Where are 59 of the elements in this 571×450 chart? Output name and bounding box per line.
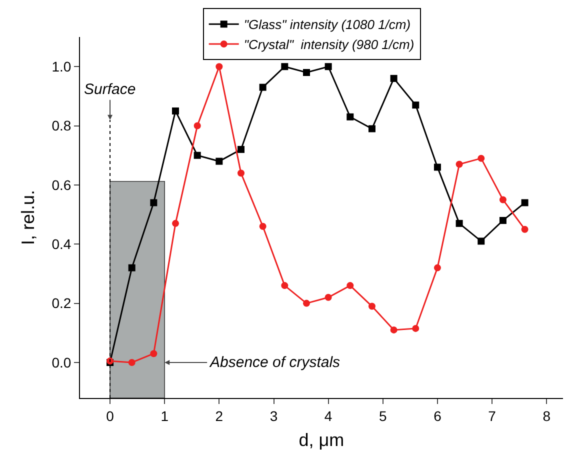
- point: [281, 282, 288, 290]
- point: [346, 113, 354, 120]
- x-tick-label: 2: [215, 408, 224, 424]
- y-tick-label: 0.0: [52, 354, 72, 370]
- point: [302, 300, 310, 307]
- point: [499, 196, 506, 204]
- point: [412, 324, 420, 332]
- point: [521, 226, 528, 233]
- point: [238, 146, 244, 153]
- y-tick-label: 1.0: [52, 58, 72, 74]
- point: [499, 216, 506, 224]
- point: [172, 107, 180, 114]
- point: [238, 170, 244, 177]
- point: [412, 102, 420, 109]
- x-tick-label: 0: [106, 408, 114, 424]
- point: [368, 125, 376, 132]
- point: [324, 63, 332, 70]
- point: [390, 74, 398, 82]
- legend-label: "Crystal" intensity (980 1/cm): [244, 37, 414, 52]
- annotation: Surface: [84, 81, 136, 98]
- point: [194, 152, 201, 159]
- point: [150, 199, 158, 206]
- point: [456, 160, 463, 168]
- x-axis-title: d, μm: [298, 430, 344, 450]
- point: [434, 264, 441, 272]
- point: [128, 358, 136, 366]
- x-tick-label: 3: [270, 408, 278, 424]
- point: [281, 63, 288, 70]
- point: [478, 238, 485, 245]
- point: [346, 282, 354, 290]
- legend-label: "Glass" intensity (1080 1/cm): [244, 17, 411, 32]
- point: [368, 302, 376, 310]
- point: [259, 84, 266, 91]
- point: [128, 264, 136, 272]
- x-tick-label: 5: [379, 408, 387, 424]
- point: [150, 350, 158, 358]
- point: [390, 326, 398, 334]
- point: [324, 294, 332, 301]
- y-tick-label: 0.6: [52, 176, 72, 193]
- point: [456, 220, 463, 227]
- x-tick-label: 6: [434, 408, 442, 424]
- y-axis-title: I, rel.u.: [18, 190, 38, 246]
- x-tick-label: 7: [488, 408, 496, 424]
- x-tick-label: 4: [324, 408, 332, 424]
- point: [521, 199, 528, 206]
- y-tick-label: 0.8: [52, 118, 72, 134]
- y-tick-label: 0.2: [52, 295, 72, 312]
- x-tick-label: 8: [542, 408, 551, 424]
- annotation: Absence of crystals: [209, 354, 341, 371]
- point: [259, 222, 266, 230]
- point: [216, 63, 223, 70]
- point: [194, 122, 201, 130]
- y-tick-label: 0.4: [52, 236, 72, 252]
- point: [172, 220, 180, 227]
- point: [302, 69, 310, 76]
- point: [434, 164, 441, 171]
- x-tick-label: 1: [160, 408, 169, 424]
- point: [216, 158, 223, 165]
- point: [478, 154, 485, 162]
